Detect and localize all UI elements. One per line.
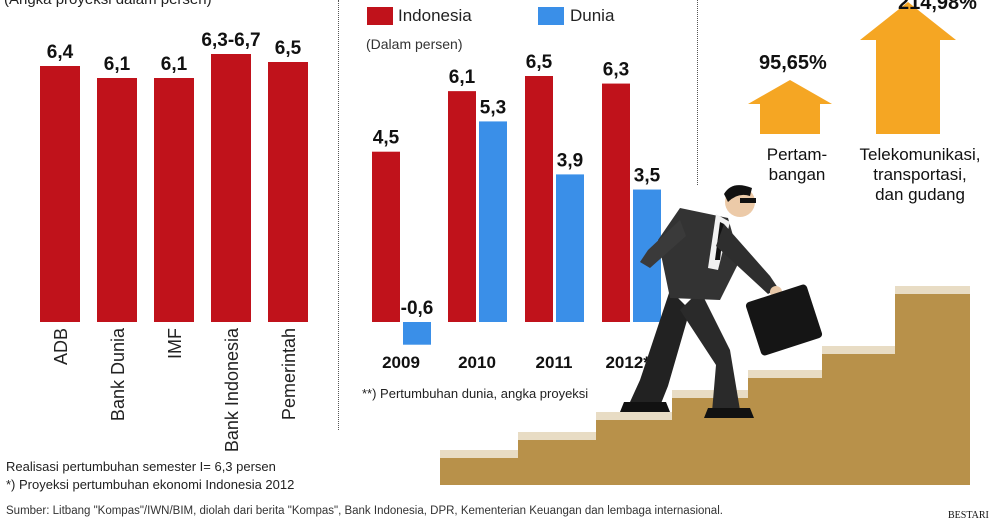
label-telekomunikasi: Telekomunikasi, transportasi, dan gudang <box>859 145 981 204</box>
bar-value-label-indonesia-0: 4,5 <box>373 128 400 149</box>
divider-right <box>697 0 698 185</box>
bar-dunia-0 <box>403 322 431 345</box>
bar-4 <box>268 62 308 322</box>
arrow-telekomunikasi <box>860 2 956 134</box>
bar-2 <box>154 78 194 322</box>
staircase-illustration <box>440 286 970 485</box>
bar-value-label-dunia-3: 3,5 <box>634 166 661 187</box>
bar-value-label-0: 6,4 <box>47 42 74 63</box>
bar-indonesia-3 <box>602 83 630 322</box>
chart2-svg: 4,5 -0,6 2009 6,15,3 2010 6,5 3,9 2011 6,3 3,5 201… <box>372 52 661 372</box>
bar-value-label-indonesia-1: 6,1 <box>449 67 476 88</box>
value-telekomunikasi: 214,98% <box>898 0 977 14</box>
bar-value-label-dunia-1: 5,3 <box>480 97 506 118</box>
category-label-2: IMF <box>165 328 185 359</box>
note-proyeksi: *) Proyeksi pertumbuhan ekonomi Indonesi… <box>6 477 295 492</box>
bar-value-label-2: 6,1 <box>161 54 188 75</box>
chart2-subtitle: (Dalam persen) <box>366 36 463 52</box>
divider-left <box>338 0 339 430</box>
category-label-2: 2011 <box>536 353 573 372</box>
bar-value-label-4: 6,5 <box>275 38 302 59</box>
bar-value-label-indonesia-3: 6,3 <box>603 60 629 81</box>
chart2-note: **) Pertumbuhan dunia, angka proyeksi <box>362 386 589 401</box>
bar-dunia-2 <box>556 174 584 322</box>
legend-indonesia-swatch <box>367 7 393 25</box>
legend-indonesia-label: Indonesia <box>398 6 472 25</box>
chart1-subtitle: (Angka proyeksi dalam persen) <box>4 0 212 8</box>
bar-value-label-3: 6,3-6,7 <box>201 30 260 51</box>
note-realisasi: Realisasi pertumbuhan semester I= 6,3 pe… <box>6 459 276 474</box>
label-pertambangan: Pertam- bangan <box>766 145 828 184</box>
bar-value-label-indonesia-2: 6,5 <box>526 52 553 73</box>
category-label-1: Bank Dunia <box>108 327 128 421</box>
bar-value-label-dunia-2: 3,9 <box>557 150 583 171</box>
value-pertambangan: 95,65% <box>759 52 827 74</box>
category-label-0: ADB <box>51 328 71 365</box>
bar-0 <box>40 66 80 322</box>
bar-indonesia-0 <box>372 151 400 322</box>
category-label-0: 2009 <box>382 353 420 372</box>
source-text: Sumber: Litbang "Kompas"/IWN/BIM, diolah… <box>6 505 723 517</box>
bar-value-label-1: 6,1 <box>104 54 131 75</box>
bar-indonesia-1 <box>448 91 476 322</box>
category-label-3: 2012** <box>605 353 656 372</box>
businessman-icon <box>620 185 823 418</box>
bar-3 <box>211 54 251 322</box>
bar-1 <box>97 78 137 322</box>
bar-indonesia-2 <box>525 76 553 322</box>
bar-value-label-dunia-0: -0,6 <box>401 298 434 319</box>
legend-dunia-swatch <box>538 7 564 25</box>
bar-dunia-1 <box>479 121 507 323</box>
growth-arrows-svg <box>748 2 956 134</box>
staircase <box>440 286 970 485</box>
chart1-svg: 6,4 ADB 6,1 Bank Dunia 6,1 IMF 6,3-6,7 Bank Ind… <box>40 30 308 452</box>
arrow-pertambangan <box>748 80 832 134</box>
category-label-4: Pemerintah <box>279 328 299 420</box>
credit-text: BESTARI <box>948 510 989 521</box>
category-label-3: Bank Indonesia <box>222 327 242 452</box>
legend-dunia-label: Dunia <box>570 6 615 25</box>
category-label-1: 2010 <box>458 353 496 372</box>
